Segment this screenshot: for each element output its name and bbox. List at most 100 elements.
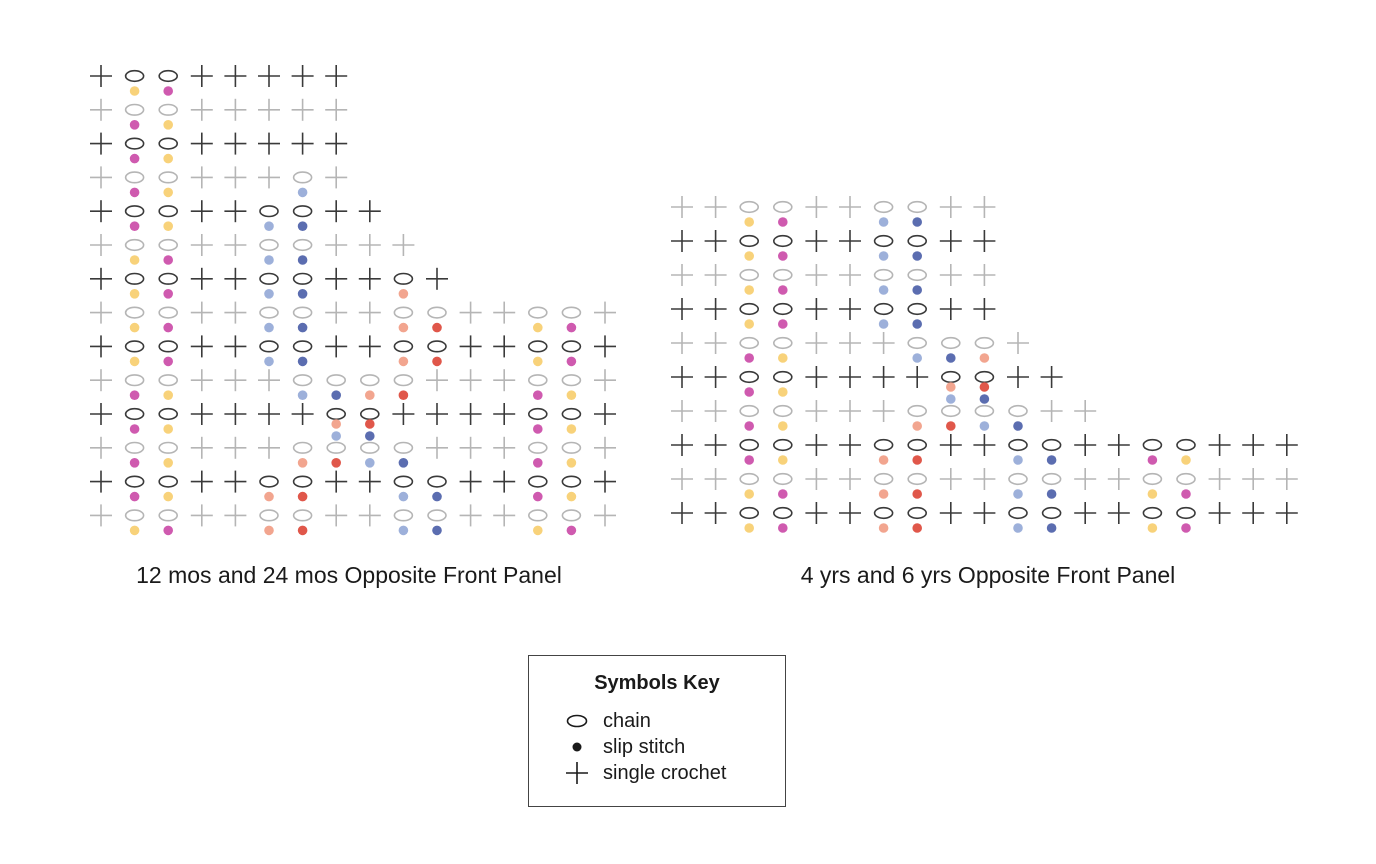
slip-stitch-dot: [1147, 523, 1158, 533]
chain-stitch: [393, 306, 414, 319]
chain-stitch: [527, 374, 548, 387]
slip-stitch-dot: [163, 120, 173, 130]
chain-stitch: [940, 370, 961, 384]
slip-stitch-dot: [331, 390, 342, 401]
key-item-slip-stitch: slip stitch: [563, 734, 685, 760]
single-crochet-stitch: [493, 335, 516, 358]
chain-stitch: [1176, 472, 1196, 486]
single-crochet-stitch: [839, 264, 861, 286]
slip-stitch-dot: [912, 421, 922, 431]
single-crochet-stitch: [1275, 468, 1298, 490]
single-crochet-stitch: [594, 301, 616, 324]
single-crochet-stitch: [704, 230, 727, 252]
slip-stitch-dot: [979, 394, 990, 404]
single-crochet-stitch: [291, 132, 314, 155]
chain-stitch: [561, 374, 582, 387]
single-crochet-stitch: [805, 196, 828, 218]
single-crochet-stitch: [325, 504, 348, 527]
slip-stitch-dot: [1147, 455, 1158, 465]
slip-stitch-dot: [163, 356, 173, 367]
chain-stitch: [158, 374, 178, 387]
slip-stitch-dot: [912, 455, 922, 465]
single-crochet-stitch: [805, 264, 828, 286]
single-crochet-stitch: [1107, 502, 1130, 524]
single-crochet-stitch: [325, 200, 348, 223]
slip-stitch-dot: [1046, 489, 1057, 499]
chain-stitch: [739, 268, 760, 282]
single-crochet-stitch: [671, 502, 693, 524]
chain-stitch: [561, 407, 582, 421]
slip-stitch-dot: [566, 458, 577, 468]
single-crochet-stitch: [973, 196, 996, 218]
chain-stitch: [772, 268, 793, 282]
slip-stitch-dot: [365, 431, 375, 441]
slip-stitch-dot: [778, 353, 788, 363]
chain-stitch: [158, 272, 178, 285]
single-crochet-stitch: [325, 335, 348, 358]
chain-stitch: [527, 306, 548, 319]
stitch-row: [90, 436, 616, 468]
single-crochet-stitch: [493, 470, 516, 493]
single-crochet-stitch: [1074, 400, 1097, 422]
single-crochet-stitch: [594, 436, 616, 459]
chain-stitch: [259, 205, 279, 218]
single-crochet-stitch: [358, 234, 381, 256]
slip-stitch-dot: [878, 319, 889, 329]
chain-stitch: [1176, 506, 1196, 520]
stitch-row: [90, 267, 448, 299]
slip-stitch-dot: [533, 424, 543, 434]
slip-stitch-dot: [297, 255, 308, 265]
chain-stitch: [1008, 506, 1028, 520]
chain-stitch: [873, 234, 894, 248]
chain-stitch: [158, 103, 178, 116]
chain-stitch: [158, 407, 178, 421]
single-crochet-stitch: [704, 298, 727, 320]
symbols-key-title: Symbols Key: [594, 672, 720, 694]
stitch-row: [671, 468, 1298, 499]
chain-stitch: [326, 407, 347, 421]
chain-stitch: [772, 472, 793, 486]
single-crochet-stitch: [671, 196, 693, 218]
slip-stitch-dot: [533, 525, 543, 536]
chain-stitch: [124, 374, 145, 387]
single-crochet-stitch: [704, 468, 727, 490]
chain-stitch: [907, 438, 928, 452]
slip-stitch-dot: [398, 322, 409, 333]
single-crochet-stitch: [704, 264, 727, 286]
chain-stitch: [124, 238, 145, 252]
slip-stitch-dot: [432, 356, 442, 367]
slip-stitch-dot: [264, 221, 274, 231]
slip-stitch-dot: [129, 424, 140, 434]
slip-stitch-dot: [129, 255, 140, 265]
slip-stitch-dot: [163, 322, 173, 333]
chain-stitch: [974, 370, 995, 384]
single-crochet-stitch: [671, 468, 693, 490]
single-crochet-stitch: [939, 468, 962, 490]
single-crochet-stitch: [493, 301, 516, 324]
slip-stitch-dot: [744, 217, 754, 227]
chain-stitch: [907, 506, 928, 520]
slip-stitch-dot: [297, 458, 308, 468]
slip-stitch-dot: [297, 289, 308, 299]
chain-stitch: [259, 509, 279, 522]
slip-stitch-icon: [572, 742, 582, 752]
single-crochet-stitch: [190, 132, 213, 155]
single-crochet-stitch: [90, 65, 112, 87]
single-crochet-stitch: [358, 267, 381, 290]
single-crochet-stitch: [939, 434, 962, 456]
slip-stitch-dot: [163, 187, 173, 198]
chain-stitch: [158, 171, 178, 184]
single-crochet-stitch: [258, 132, 280, 155]
stitch-row: [90, 301, 616, 333]
single-crochet-stitch: [190, 65, 213, 87]
slip-stitch-dot: [163, 458, 173, 468]
diagram-caption-right: 4 yrs and 6 yrs Opposite Front Panel: [800, 562, 1176, 588]
single-crochet-stitch: [594, 403, 616, 425]
single-crochet-stitch: [939, 298, 962, 320]
slip-stitch-dot: [566, 424, 577, 434]
slip-stitch-dot: [744, 251, 754, 261]
chain-stitch: [259, 306, 279, 319]
chain-stitch: [907, 404, 928, 418]
chain-stitch: [1041, 472, 1062, 486]
